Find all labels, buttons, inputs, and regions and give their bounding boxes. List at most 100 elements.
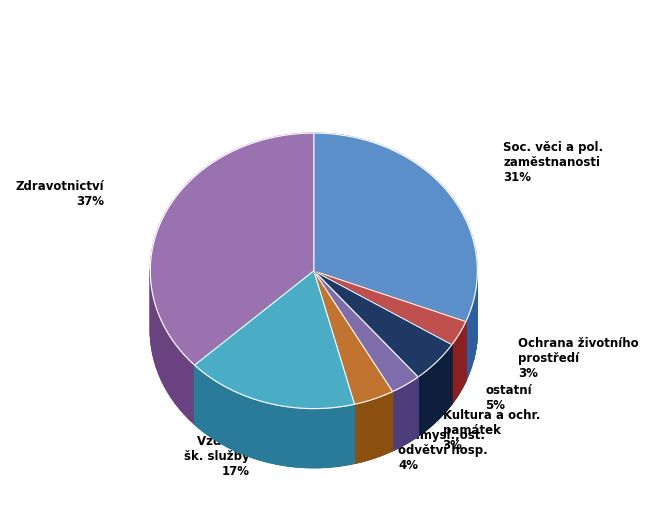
Polygon shape xyxy=(348,405,351,465)
Polygon shape xyxy=(476,284,477,349)
Polygon shape xyxy=(314,271,393,450)
Polygon shape xyxy=(473,295,475,360)
Polygon shape xyxy=(365,401,366,461)
Polygon shape xyxy=(378,397,379,456)
Text: Ochrana životního
prostředí
3%: Ochrana životního prostředí 3% xyxy=(518,337,639,380)
Polygon shape xyxy=(314,271,452,377)
Polygon shape xyxy=(323,408,327,467)
Polygon shape xyxy=(234,391,237,452)
Polygon shape xyxy=(357,404,358,463)
Polygon shape xyxy=(194,330,354,468)
Polygon shape xyxy=(314,271,466,381)
Polygon shape xyxy=(430,367,431,426)
Polygon shape xyxy=(153,296,155,362)
Polygon shape xyxy=(194,271,314,424)
Polygon shape xyxy=(165,327,168,392)
Polygon shape xyxy=(382,396,383,455)
Polygon shape xyxy=(351,404,354,464)
Text: Průmysl.,ost.
odvětví hosp.
4%: Průmysl.,ost. odvětví hosp. 4% xyxy=(398,428,488,472)
Polygon shape xyxy=(372,399,373,459)
Polygon shape xyxy=(314,271,466,381)
Text: Zdravotnictví
37%: Zdravotnictví 37% xyxy=(15,180,104,208)
Polygon shape xyxy=(314,271,452,404)
Polygon shape xyxy=(344,406,348,465)
Text: Vzděl. a
šk. služby
17%: Vzděl. a šk. služby 17% xyxy=(184,434,250,478)
Polygon shape xyxy=(260,401,263,461)
Polygon shape xyxy=(358,403,360,462)
Polygon shape xyxy=(151,330,314,424)
Polygon shape xyxy=(420,375,421,434)
Polygon shape xyxy=(270,404,274,464)
Polygon shape xyxy=(155,303,157,368)
Polygon shape xyxy=(314,330,466,404)
Polygon shape xyxy=(202,372,205,433)
Polygon shape xyxy=(330,408,334,467)
Polygon shape xyxy=(475,290,476,354)
Polygon shape xyxy=(150,133,314,365)
Polygon shape xyxy=(440,358,441,417)
Polygon shape xyxy=(337,407,340,466)
Polygon shape xyxy=(152,290,153,355)
Polygon shape xyxy=(434,364,435,423)
Polygon shape xyxy=(314,271,466,345)
Polygon shape xyxy=(291,407,294,467)
Polygon shape xyxy=(439,359,440,419)
Polygon shape xyxy=(213,379,216,440)
Polygon shape xyxy=(386,394,387,454)
Polygon shape xyxy=(371,399,372,459)
Polygon shape xyxy=(388,393,389,453)
Polygon shape xyxy=(383,395,385,455)
Polygon shape xyxy=(379,397,380,456)
Polygon shape xyxy=(298,408,301,467)
Polygon shape xyxy=(376,398,377,457)
Polygon shape xyxy=(294,408,298,467)
Polygon shape xyxy=(253,399,256,459)
Polygon shape xyxy=(284,406,288,466)
Polygon shape xyxy=(424,372,425,431)
Polygon shape xyxy=(219,383,221,444)
Polygon shape xyxy=(360,403,361,462)
Polygon shape xyxy=(387,394,388,453)
Polygon shape xyxy=(466,316,468,381)
Polygon shape xyxy=(432,365,434,424)
Polygon shape xyxy=(431,366,432,426)
Polygon shape xyxy=(470,306,472,370)
Polygon shape xyxy=(314,330,477,381)
Polygon shape xyxy=(312,409,316,468)
Polygon shape xyxy=(266,402,270,462)
Polygon shape xyxy=(161,321,165,386)
Polygon shape xyxy=(419,376,420,435)
Polygon shape xyxy=(288,407,291,466)
Polygon shape xyxy=(427,370,428,430)
Polygon shape xyxy=(314,271,354,464)
Polygon shape xyxy=(180,350,184,414)
Polygon shape xyxy=(468,311,470,375)
Polygon shape xyxy=(436,362,437,421)
Polygon shape xyxy=(194,271,314,424)
Polygon shape xyxy=(184,355,190,419)
Polygon shape xyxy=(263,402,266,462)
Polygon shape xyxy=(428,369,429,429)
Polygon shape xyxy=(421,374,422,434)
Polygon shape xyxy=(194,365,197,426)
Polygon shape xyxy=(280,406,284,465)
Polygon shape xyxy=(210,377,213,438)
Polygon shape xyxy=(314,330,418,450)
Polygon shape xyxy=(194,271,354,409)
Polygon shape xyxy=(375,398,376,458)
Polygon shape xyxy=(157,309,159,374)
Polygon shape xyxy=(237,393,240,453)
Polygon shape xyxy=(392,392,393,451)
Polygon shape xyxy=(354,404,356,464)
Polygon shape xyxy=(172,339,176,404)
Polygon shape xyxy=(314,271,418,392)
Polygon shape xyxy=(168,333,172,398)
Polygon shape xyxy=(314,271,418,436)
Polygon shape xyxy=(151,283,152,349)
Polygon shape xyxy=(208,375,210,436)
Polygon shape xyxy=(472,301,473,365)
Polygon shape xyxy=(314,271,418,436)
Polygon shape xyxy=(221,385,225,445)
Polygon shape xyxy=(364,402,365,461)
Polygon shape xyxy=(373,399,374,458)
